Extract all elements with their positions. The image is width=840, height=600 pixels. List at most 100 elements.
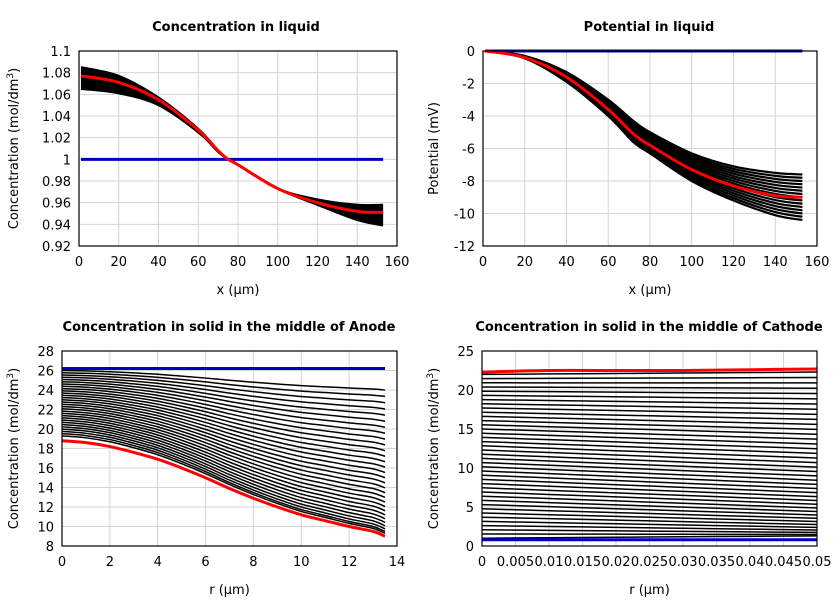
y-axis-label-end: ): [7, 368, 22, 373]
plot-frame: [482, 50, 818, 247]
y-tick-label: 25: [457, 345, 474, 360]
x-tick-label: 80: [230, 255, 247, 270]
y-tick-label: 0: [466, 540, 474, 555]
x-tick-label: 140: [345, 255, 370, 270]
y-axis-label-main: Concentration (mol/dm: [7, 379, 22, 530]
black-series-line: [61, 421, 386, 516]
y-tick-label: 14: [37, 482, 54, 497]
black-series-line: [481, 376, 818, 380]
black-series-line: [481, 474, 818, 490]
black-series-line: [481, 461, 818, 477]
black-series-line: [481, 499, 818, 513]
x-tick-label: 0.03: [669, 555, 698, 570]
black-series-line: [61, 381, 386, 422]
y-tick-label: 1.08: [42, 67, 71, 82]
black-series-line: [61, 412, 386, 499]
black-series-line: [61, 414, 386, 503]
black-series-line: [481, 466, 818, 481]
x-tick-label: 0.015: [564, 555, 601, 570]
black-series-line: [61, 430, 386, 530]
black-series-line: [80, 80, 384, 220]
black-series-line: [481, 529, 818, 534]
y-tick-label: 1.02: [42, 132, 71, 147]
black-series-line: [80, 83, 384, 223]
black-series-line: [484, 49, 803, 186]
black-series-line: [481, 411, 818, 421]
y-tick-label: 15: [457, 423, 474, 438]
y-tick-label: 1.06: [42, 88, 71, 103]
black-series-line: [481, 487, 818, 502]
black-series-line: [61, 417, 386, 508]
x-axis-label: x (µm): [629, 283, 672, 298]
black-series-line: [61, 423, 386, 520]
x-tick-label: 10: [293, 555, 310, 570]
x-tick-label: 120: [305, 255, 330, 270]
x-tick-label: 0.02: [602, 555, 631, 570]
black-series-line: [484, 49, 803, 176]
y-axis-label-main: Potential (mV): [427, 102, 442, 195]
x-tick-label: 2: [106, 555, 114, 570]
x-axis-label: x (µm): [217, 283, 260, 298]
black-series-line: [61, 374, 386, 404]
black-series-line: [61, 387, 386, 440]
black-series-line: [61, 432, 386, 533]
black-series-line: [61, 390, 386, 446]
x-tick-label: 60: [190, 255, 207, 270]
y-tick-label: 1.1: [50, 45, 71, 60]
black-series-line: [484, 49, 803, 179]
black-series-line: [481, 428, 818, 440]
x-axis-label: r (µm): [209, 583, 250, 598]
y-tick-label: 24: [37, 384, 54, 399]
black-series-line: [61, 410, 386, 494]
x-tick-label: 160: [385, 255, 410, 270]
x-tick-label: 0: [58, 555, 66, 570]
y-tick-label: 12: [37, 501, 54, 516]
black-series-line: [481, 436, 818, 450]
y-tick-label: 0.96: [42, 197, 71, 212]
black-series-line: [61, 428, 386, 527]
x-tick-label: 12: [341, 555, 358, 570]
y-tick-label: 26: [37, 365, 54, 380]
x-tick-label: 0.025: [631, 555, 668, 570]
y-axis-label-sup: 3: [6, 373, 16, 379]
black-series-line: [481, 371, 818, 376]
y-axis-label-main: Concentration (mol/dm: [427, 379, 442, 530]
y-axis-label: Concentration (mol/dm3): [426, 368, 442, 530]
black-series-line: [481, 516, 818, 526]
red-series-line: [481, 367, 818, 374]
y-tick-label: 0.98: [42, 175, 71, 190]
plot-frame: [481, 350, 818, 547]
y-tick-label: 1.04: [42, 110, 71, 125]
x-tick-label: 6: [201, 555, 209, 570]
black-series-line: [481, 424, 818, 436]
red-series-line: [61, 439, 386, 538]
black-series-line: [61, 435, 386, 535]
y-tick-label: 28: [37, 345, 54, 360]
chart-title: Concentration in liquid: [152, 20, 320, 35]
x-tick-label: 0.01: [535, 555, 564, 570]
y-tick-label: 5: [466, 501, 474, 516]
black-series-line: [481, 419, 818, 431]
plot-frame: [78, 50, 398, 247]
y-tick-label: 0.92: [42, 240, 71, 255]
y-tick-label: -4: [462, 110, 475, 125]
black-series-line: [481, 478, 818, 494]
black-series-line: [61, 369, 386, 391]
y-tick-label: 16: [37, 462, 54, 477]
black-series-line: [80, 81, 384, 221]
x-tick-label: 100: [265, 255, 290, 270]
x-tick-label: 0.045: [765, 555, 802, 570]
black-series-line: [481, 449, 818, 464]
plot-frame: [61, 350, 398, 547]
x-tick-label: 0: [75, 255, 83, 270]
x-tick-label: 0.05: [803, 555, 832, 570]
black-series-line: [61, 408, 386, 489]
y-tick-label: -8: [462, 175, 475, 190]
x-tick-label: 8: [249, 555, 257, 570]
black-series-line: [481, 520, 818, 529]
y-tick-label: 1: [63, 153, 71, 168]
black-series-line: [80, 76, 384, 217]
black-series-line: [80, 75, 384, 215]
y-tick-label: -10: [454, 208, 475, 223]
y-axis-label: Potential (mV): [427, 102, 442, 195]
